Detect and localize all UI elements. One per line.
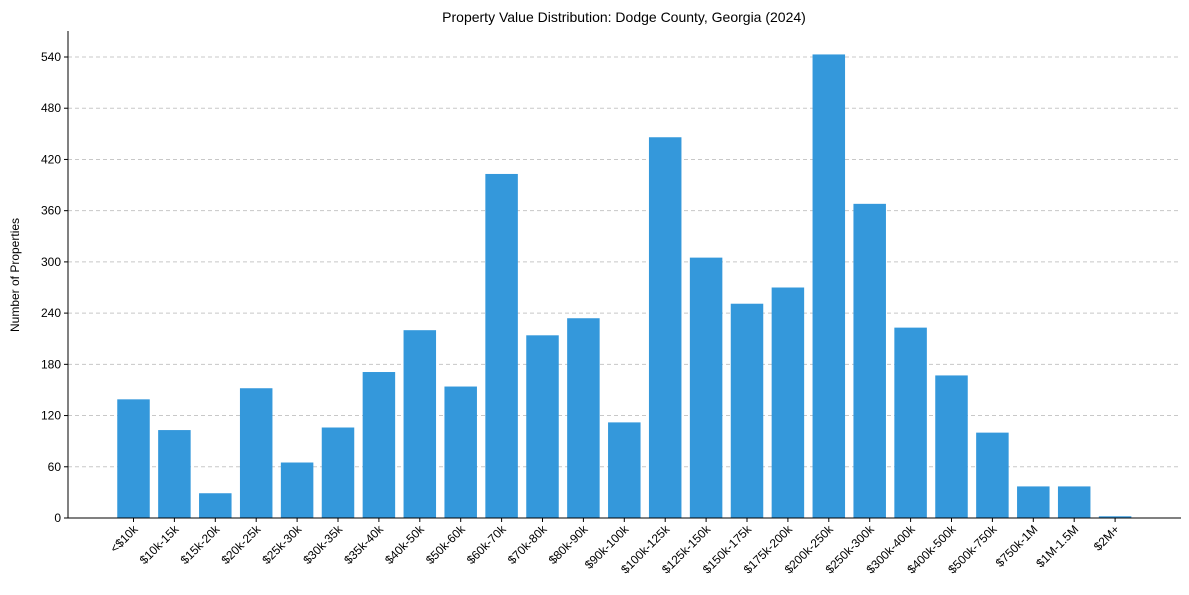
bar: [362, 372, 396, 518]
bar: [730, 303, 764, 518]
y-axis-label: Number of Properties: [8, 218, 22, 332]
bar: [894, 327, 927, 518]
x-tick-label: $35k-40k: [341, 522, 387, 568]
bar: [567, 318, 600, 518]
x-tick-label: $50k-60k: [423, 522, 469, 568]
y-tick-label: 420: [41, 152, 61, 166]
bar: [648, 137, 682, 518]
bar: [239, 388, 273, 518]
x-tick-label: $2M+: [1091, 522, 1122, 553]
y-tick-label: 480: [41, 101, 61, 115]
bar: [853, 203, 886, 518]
x-tick-label: $15k-20k: [178, 522, 224, 568]
bar: [280, 462, 314, 518]
bar: [1017, 486, 1050, 518]
bar: [771, 287, 805, 518]
x-tick-label: $750k-1M: [993, 522, 1041, 570]
bar: [158, 430, 191, 518]
y-tick-label: 300: [41, 255, 61, 269]
bar: [444, 386, 477, 518]
y-tick-label: 540: [41, 50, 61, 64]
x-tick-label: $60k-70k: [464, 522, 510, 568]
bar: [1098, 516, 1132, 518]
y-tick-label: 360: [41, 204, 61, 218]
gridlines: [68, 56, 1181, 468]
x-tick-label: <$10k: [107, 522, 141, 556]
bar: [812, 54, 846, 518]
y-tick-label: 60: [48, 460, 62, 474]
x-tick-label: $1M-1.5M: [1033, 522, 1081, 570]
bar: [117, 399, 150, 518]
bars: [117, 54, 1132, 519]
x-tick-label: $30k-35k: [300, 522, 346, 568]
bar: [485, 173, 518, 519]
y-tick-label: 180: [41, 357, 61, 371]
bar: [1057, 486, 1091, 518]
x-tick-label: $70k-80k: [505, 522, 551, 568]
bar: [403, 330, 437, 518]
bar: [976, 432, 1009, 518]
x-tick-label: $25k-30k: [259, 522, 305, 568]
x-tick-label: $40k-50k: [382, 522, 428, 568]
chart-title: Property Value Distribution: Dodge Count…: [442, 9, 806, 25]
bar: [526, 335, 559, 518]
bar: [321, 427, 355, 518]
x-ticks: <$10k$10k-15k$15k-20k$20k-25k$25k-30k$30…: [107, 518, 1122, 576]
y-tick-label: 240: [41, 306, 61, 320]
x-tick-label: $10k-15k: [137, 522, 183, 568]
bar: [199, 493, 232, 518]
y-ticks: 0 60 120 180 240 300 360 420 480 540: [41, 50, 68, 525]
y-tick-label: 0: [54, 511, 61, 525]
bar: [935, 375, 968, 518]
x-tick-label: $20k-25k: [219, 522, 265, 568]
bar: [608, 422, 641, 518]
bar: [689, 257, 723, 518]
y-tick-label: 120: [41, 409, 61, 423]
